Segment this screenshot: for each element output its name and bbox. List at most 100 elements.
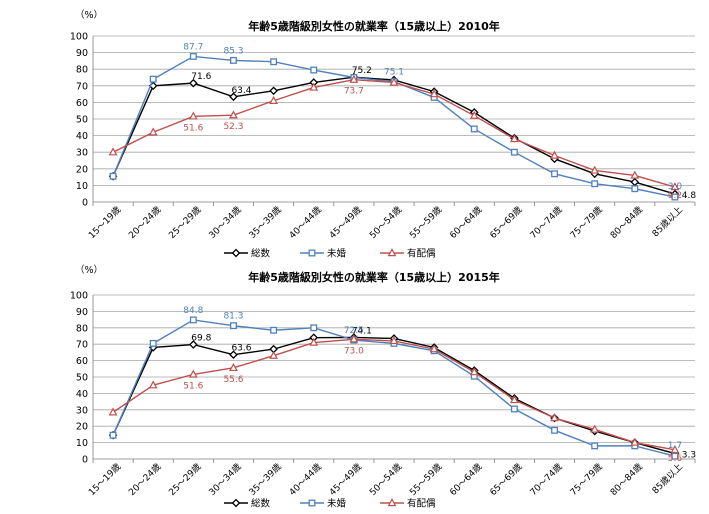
data-point-未婚 [470,125,478,133]
y-tick-label: 40 [76,389,88,400]
y-tick-label: 60 [76,98,88,109]
data-point-総数 [630,177,640,187]
y-tick-label: 30 [76,405,88,416]
y-tick-label: 10 [76,181,88,192]
data-point-総数 [269,86,278,96]
data-point-有配偶 [509,134,519,143]
data-point-有配偶 [429,344,439,353]
y-tick-label: 50 [76,115,88,126]
y-unit-label: （%） [75,264,103,276]
y-tick-label: 40 [76,131,88,142]
data-label: 63.6 [231,344,251,354]
data-label: 51.6 [183,123,203,133]
data-label: 75.1 [384,68,404,78]
y-tick-label: 70 [76,81,88,92]
x-tick-label: 15～19歳 [86,204,123,241]
data-label: 75.2 [352,66,372,76]
series-line-総数 [112,336,676,455]
x-tick-label: 55～59歳 [407,204,444,241]
data-point-未婚 [109,172,117,180]
x-tick-label: 75～79歳 [567,204,604,241]
data-point-未婚 [671,452,679,460]
y-tick-label: 80 [76,323,88,334]
legend-label-総数: 総数 [251,498,271,510]
y-tick-label: 90 [76,48,88,59]
data-point-未婚 [310,66,318,74]
data-point-有配偶 [229,362,238,372]
data-point-未婚 [591,180,599,188]
data-label: 9.2 [668,191,682,201]
data-point-未婚 [631,185,639,193]
data-point-有配偶 [269,95,279,104]
legend-marker-未婚 [308,499,316,507]
legend-label-未婚: 未婚 [327,498,347,510]
y-tick-label: 100 [70,291,88,302]
data-label: 72.5 [344,326,364,336]
data-point-未婚 [270,58,278,66]
data-point-有配偶 [550,150,559,159]
data-point-有配偶 [590,165,600,174]
x-tick-label: 25～29歳 [166,461,203,498]
y-tick-label: 100 [70,32,88,43]
data-point-総数 [229,350,238,360]
x-tick-label: 30～34歳 [206,461,243,498]
data-label: 84.8 [183,306,203,316]
chart-title: 年齢5歳階級別女性の就業率（15歳以上）2010年 [248,19,500,33]
x-tick-label: 70～74歳 [527,204,564,241]
data-label: 55.6 [223,375,243,385]
data-label: 51.6 [183,381,203,391]
x-tick-label: 60～64歳 [447,461,484,498]
data-label: 4.8 [682,191,697,201]
y-tick-label: 60 [76,356,88,367]
data-point-未婚 [510,405,518,413]
x-tick-label: 15～19歳 [86,461,123,498]
data-label: 81.3 [223,312,243,322]
x-tick-label: 85歳以上 [649,461,685,497]
data-label: 73.7 [344,87,364,97]
y-tick-label: 20 [76,422,88,433]
data-label: 52.3 [223,122,243,132]
data-point-有配偶 [670,444,680,454]
data-point-有配偶 [429,89,439,98]
y-tick-label: 50 [76,373,88,384]
data-point-未婚 [270,326,278,334]
data-point-総数 [229,92,238,102]
data-point-未婚 [189,316,197,324]
data-point-未婚 [230,56,237,64]
data-point-未婚 [591,442,599,450]
y-tick-label: 0 [82,198,88,209]
data-point-有配偶 [188,111,198,120]
x-tick-label: 75～79歳 [567,461,604,498]
data-label: 3.3 [682,451,696,461]
y-tick-label: 10 [76,438,88,449]
x-tick-label: 35～39歳 [246,461,283,498]
x-tick-label: 70～74歳 [527,461,564,498]
data-point-未婚 [551,170,558,178]
legend-marker-有配偶 [387,498,397,507]
data-label: 71.6 [191,72,211,82]
legend-marker-有配偶 [387,248,397,257]
x-tick-label: 20～24歳 [126,204,163,241]
x-tick-label: 30～34歳 [206,204,243,241]
data-point-未婚 [230,322,237,330]
x-tick-label: 35～39歳 [246,204,283,241]
data-point-未婚 [109,431,117,439]
x-tick-label: 60～64歳 [447,204,484,241]
legend-label-未婚: 未婚 [327,248,347,260]
data-point-有配偶 [229,110,238,119]
data-point-有配偶 [469,367,479,376]
y-tick-label: 0 [82,455,88,466]
x-tick-label: 85歳以上 [649,204,685,240]
legend-marker-総数 [231,248,241,258]
data-point-有配偶 [469,110,479,119]
data-label: 5.6 [668,454,683,464]
data-point-有配偶 [389,77,399,86]
data-label: 3.0 [668,182,683,192]
data-point-有配偶 [108,407,118,416]
data-label: 63.4 [231,86,251,96]
data-point-未婚 [671,193,679,201]
data-point-有配偶 [148,380,158,389]
data-point-有配偶 [309,82,319,91]
